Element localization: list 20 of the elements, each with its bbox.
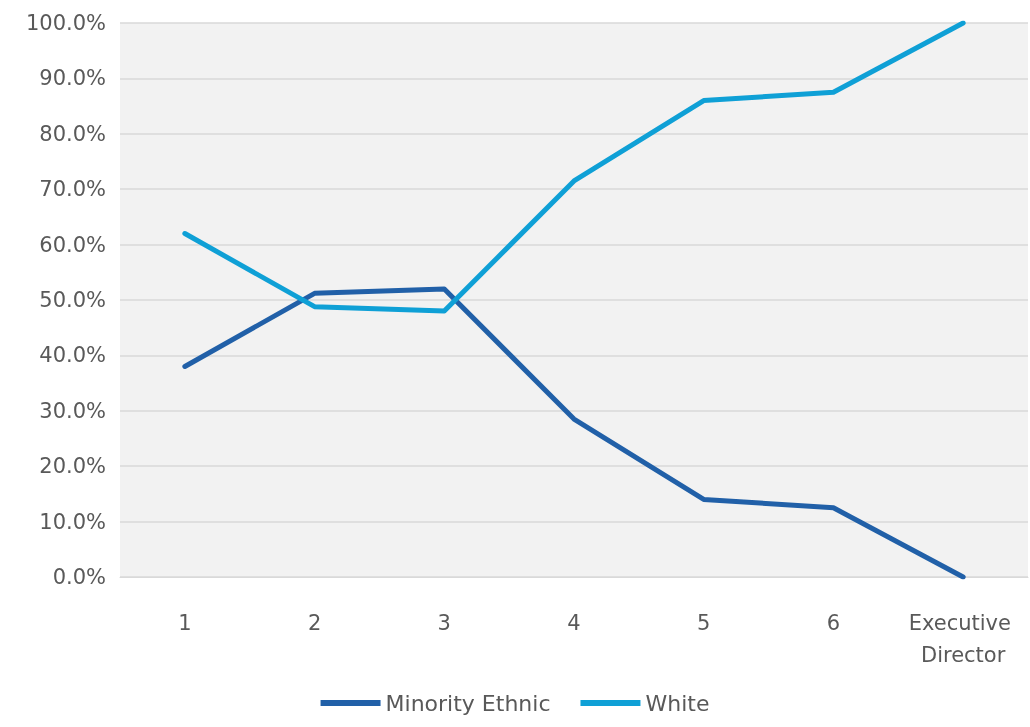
legend-label: White [645, 690, 710, 716]
x-tick-label: 4 [567, 611, 581, 635]
x-tick-label: Executive Director [908, 611, 1018, 667]
y-tick-label: 90.0% [39, 66, 106, 91]
x-tick-label: 5 [697, 611, 711, 635]
legend-label: Minority Ethnic [385, 690, 551, 716]
y-tick-label: 100.0% [25, 11, 106, 35]
y-tick-label: 80.0% [39, 121, 106, 146]
x-tick-label: 2 [307, 611, 322, 635]
x-tick-label: 6 [826, 611, 841, 635]
y-tick-label: 40.0% [39, 343, 106, 368]
y-tick-label: 30.0% [39, 398, 106, 423]
y-tick-label: 50.0% [39, 288, 106, 312]
x-tick-label: 1 [178, 611, 192, 635]
y-tick-label: 20.0% [39, 454, 106, 479]
y-tick-label: 0.0% [52, 565, 106, 589]
y-tick-label: 60.0% [39, 232, 106, 257]
y-tick-label: 10.0% [39, 509, 106, 534]
x-tick-label: 3 [437, 611, 451, 635]
y-tick-label: 70.0% [39, 177, 106, 202]
